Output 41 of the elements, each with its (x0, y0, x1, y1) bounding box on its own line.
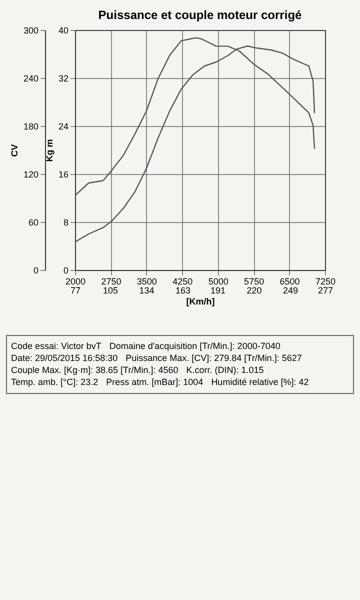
x-tick-label: 3500 (136, 276, 157, 286)
x-tick-label: 7250 (315, 276, 336, 286)
x2-tick-label: 134 (139, 286, 154, 296)
y-axis-title: Kg m (44, 139, 54, 162)
chart-title: Puissance et couple moteur corrigé (98, 8, 302, 22)
x2-tick-label: 77 (70, 286, 81, 296)
y-tick-label: 24 (58, 122, 68, 132)
text: Humidité relative [%]: 42 (211, 376, 309, 389)
text: Press atm. [mBar]: 1004 (106, 376, 204, 389)
x2-tick-label: 249 (282, 286, 298, 296)
x-tick-label: 4250 (172, 276, 193, 286)
x-tick-label: 5000 (208, 276, 228, 286)
y-tick-label: 40 (58, 26, 68, 36)
y2-tick-label: 240 (23, 74, 38, 84)
text: Date: 29/05/2015 16:58:30 (11, 352, 118, 364)
text: Puissance Max. [CV]: 279.84 [Tr/Min.]: 5627 (126, 352, 302, 364)
text: Temp. amb. [°C]: 23.2 (11, 376, 98, 389)
y2-tick-label: 120 (23, 170, 38, 180)
x-tick-label: 2750 (101, 276, 122, 286)
y-tick-label: 8 (63, 218, 68, 228)
x-tick-label: 6500 (280, 276, 300, 286)
x-tick-label: 2000 (65, 276, 86, 286)
x2-tick-label: 163 (175, 286, 191, 296)
y2-tick-label: 300 (23, 26, 38, 36)
y-tick-label: 0 (63, 266, 68, 276)
text: Domaine d'acquisition [Tr/Min.]: 2000-7040 (109, 340, 280, 352)
x-tick-label: 5750 (244, 276, 264, 286)
x2-tick-label: 105 (102, 286, 118, 296)
y2-axis-title: CV (9, 144, 20, 157)
x2-tick-label: 220 (246, 286, 262, 296)
y-tick-label: 16 (58, 170, 68, 180)
y-tick-label: 32 (58, 74, 68, 84)
y2-tick-label: 0 (33, 266, 38, 276)
x2-tick-label: 191 (210, 286, 226, 296)
x2-tick-label: 277 (318, 286, 334, 296)
text: Code essai: Victor bvT (11, 340, 102, 352)
y2-tick-label: 60 (28, 218, 38, 228)
x2-axis-title: [Km/h] (186, 296, 215, 306)
text: K.corr. (DIN): 1.015 (186, 364, 264, 376)
y2-tick-label: 180 (23, 122, 38, 132)
text: Couple Max. [Kg·m]: 38.65 [Tr/Min.]: 4560 (11, 364, 178, 376)
